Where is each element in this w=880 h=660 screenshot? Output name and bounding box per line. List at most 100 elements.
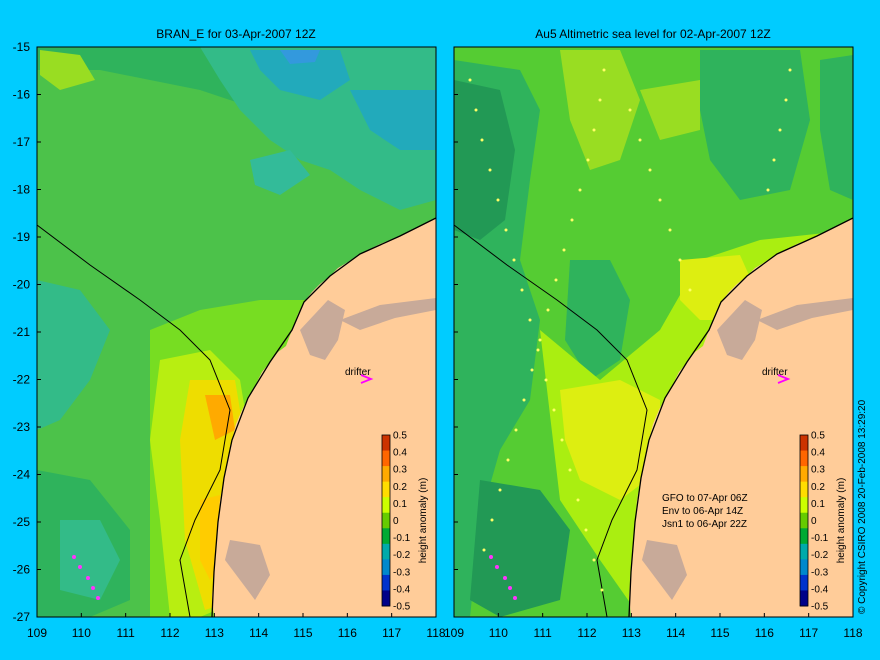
colorbar-swatch [382, 481, 390, 498]
colorbar-swatch [800, 435, 808, 452]
colorbar-swatch [800, 512, 808, 529]
colorbar-swatch [382, 528, 390, 545]
right-panel-title: Au5 Altimetric sea level for 02-Apr-2007… [535, 27, 770, 41]
bathymetry-contour [37, 224, 231, 617]
colorbar-tick-label: 0.4 [811, 448, 825, 459]
coastal-inlet [300, 300, 345, 360]
right-drifter-label: drifter [762, 367, 788, 378]
anomaly-contour [640, 80, 700, 140]
y-tick-label: -17 [13, 135, 31, 149]
colorbar-tick-label: -0.3 [393, 567, 411, 578]
colorbar-swatch [800, 590, 808, 607]
colorbar-tick-label: -0.5 [393, 602, 411, 613]
coastline-outline [211, 217, 436, 617]
colorbar-label: height anomaly (m) [836, 478, 847, 564]
colorbar-tick-label: -0.1 [393, 533, 411, 544]
left-panel-title: BRAN_E for 03-Apr-2007 12Z [156, 27, 315, 41]
colorbar-frame [799, 434, 809, 607]
colorbar-tick-label: -0.5 [811, 602, 829, 613]
colorbar-tick-label: -0.2 [811, 550, 829, 561]
coastal-inlet [757, 298, 853, 330]
colorbar-frame [381, 434, 391, 607]
x-tick-label: 112 [160, 626, 179, 640]
anomaly-contour [37, 280, 110, 430]
x-tick-label: 109 [27, 626, 47, 640]
colorbar-swatch [800, 481, 808, 498]
left-y-axis: -15 -16 -17 -18 -19 -20 -21 -22 -23 -24 -25 -26 -27 [13, 40, 41, 624]
anomaly-contour [454, 80, 515, 240]
colorbar-swatch [382, 559, 390, 576]
colorbar-tick-label: -0.4 [811, 584, 829, 595]
x-tick-label: 117 [799, 626, 818, 640]
colorbar-tick-label: 0.4 [393, 448, 407, 459]
colorbar-swatch [800, 497, 808, 514]
x-tick-label: 114 [249, 626, 268, 640]
right-x-axis: 109 110 111 112 113 114 115 116 117 118 [444, 613, 863, 640]
left-drifter-arrow-icon [360, 374, 374, 384]
y-tick-label: -18 [13, 183, 31, 197]
right-map [454, 47, 853, 617]
colorbar-tick-label: -0.1 [811, 533, 829, 544]
colorbar-tick-label: 0 [393, 516, 399, 527]
drifter-track-markers [489, 555, 517, 600]
anomaly-contour [205, 395, 235, 440]
colorbar-swatch [382, 574, 390, 591]
y-tick-label: -16 [13, 88, 31, 102]
colorbar-tick-label: 0.5 [393, 431, 407, 442]
anomaly-contour [40, 50, 95, 90]
right-drifter-arrow-icon [777, 374, 791, 384]
anomaly-contour [470, 480, 570, 617]
colorbar-swatch [382, 497, 390, 514]
coastal-inlet [340, 298, 436, 330]
x-tick-label: 117 [382, 626, 401, 640]
colorbar-tick-label: 0.3 [811, 465, 825, 476]
colorbar-tick-label: 0.1 [811, 499, 825, 510]
x-tick-label: 115 [710, 626, 729, 640]
x-tick-label: 113 [622, 626, 641, 640]
colorbar-swatch [382, 450, 390, 467]
x-tick-label: 113 [205, 626, 224, 640]
left-map [37, 47, 436, 617]
drifter-track-markers [72, 555, 100, 600]
copyright-text: © Copyright CSIRO 2008 20-Feb-2008 13:29… [857, 399, 868, 614]
y-tick-label: -21 [13, 325, 31, 339]
colorbar-swatch [382, 512, 390, 529]
colorbar-swatch [800, 574, 808, 591]
y-tick-label: -27 [13, 610, 31, 624]
right-y-axis-ticks [454, 46, 458, 618]
colorbar-tick-label: 0.2 [393, 482, 407, 493]
anomaly-contour [200, 47, 436, 210]
x-tick-label: 110 [489, 626, 508, 640]
colorbar-label: height anomaly (m) [418, 478, 429, 564]
colorbar-tick-label: 0 [811, 516, 817, 527]
x-tick-label: 110 [72, 626, 91, 640]
colorbar-swatch [382, 435, 390, 452]
y-tick-label: -23 [13, 420, 31, 434]
anomaly-contour [820, 55, 853, 200]
anomaly-contour [560, 380, 660, 500]
x-tick-label: 118 [426, 626, 445, 640]
colorbar-swatch [382, 590, 390, 607]
x-tick-label: 112 [577, 626, 596, 640]
coastal-inlet [717, 300, 762, 360]
anomaly-contour [700, 50, 810, 200]
x-tick-label: 115 [293, 626, 312, 640]
coastal-inlet [225, 540, 270, 600]
anomaly-contour [250, 150, 310, 195]
colorbar-swatch [382, 466, 390, 483]
satellite-notes: GFO to 07-Apr 06Z Env to 06-Apr 14Z Jsn1… [662, 493, 748, 530]
right-colorbar: 0.5 0.4 0.3 0.2 0.1 0 -0.1 -0.2 -0.3 -0.4 -0.5 heig… [799, 431, 847, 613]
y-tick-label: -25 [13, 515, 31, 529]
y-tick-label: -15 [13, 40, 31, 54]
anomaly-contour [560, 50, 640, 170]
altimeter-track-markers [468, 68, 792, 592]
y-tick-label: -26 [13, 563, 31, 577]
colorbar-swatch [800, 466, 808, 483]
x-tick-label: 114 [666, 626, 685, 640]
colorbar-tick-label: -0.2 [393, 550, 411, 561]
satellite-note: GFO to 07-Apr 06Z [662, 493, 748, 504]
x-tick-label: 116 [338, 626, 357, 640]
colorbar-tick-label: 0.1 [393, 499, 407, 510]
colorbar-swatch [800, 559, 808, 576]
satellite-note: Env to 06-Apr 14Z [662, 506, 743, 517]
